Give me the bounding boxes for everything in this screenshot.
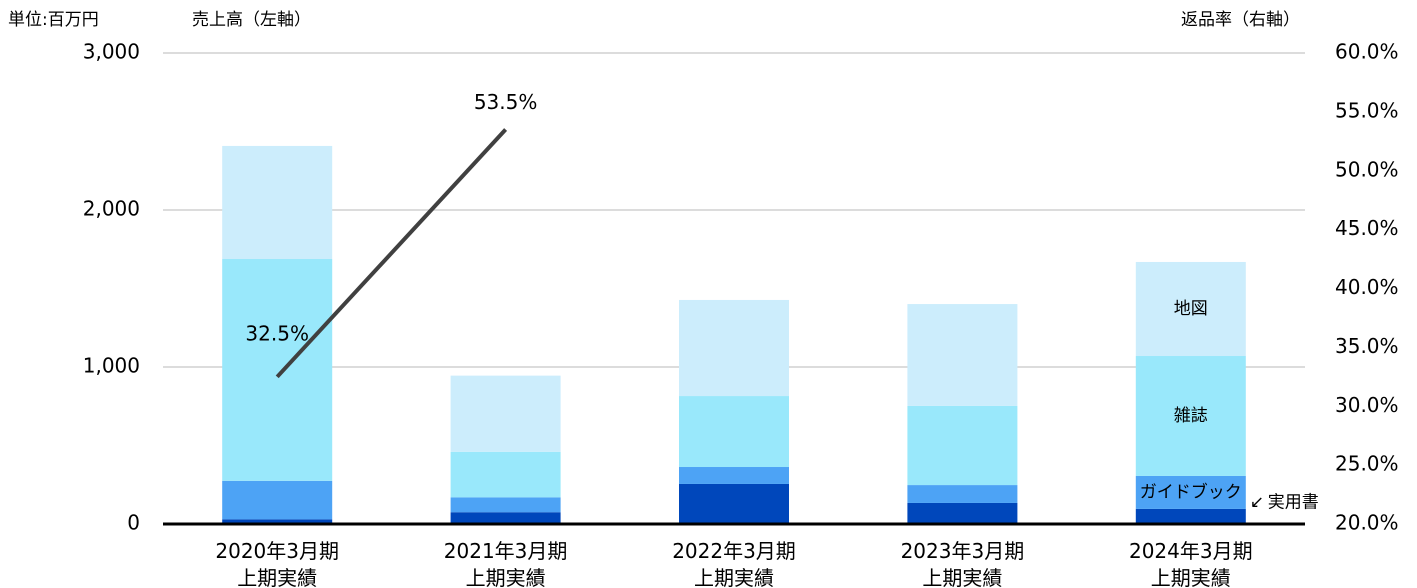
x-tick-line: 上期実績	[1151, 566, 1231, 588]
y2-tick-label: 25.0%	[1335, 452, 1399, 476]
bar-segment	[907, 502, 1018, 524]
x-tick-line: 上期実績	[237, 566, 317, 588]
y-tick-label: 1,000	[83, 354, 140, 378]
x-tick-label: 2023年3月期上期実績	[901, 539, 1025, 588]
bar-segment	[679, 467, 789, 484]
legend-label: 地図	[1174, 299, 1208, 319]
x-tick-line: 2020年3月期	[215, 539, 339, 563]
y2-tick-label: 20.0%	[1335, 511, 1399, 535]
x-tick-line: 2022年3月期	[672, 539, 796, 563]
y2-tick-label: 60.0%	[1335, 40, 1399, 64]
bar-segment	[907, 304, 1018, 406]
bar-segment	[222, 480, 333, 520]
x-tick-line: 2023年3月期	[901, 539, 1025, 563]
bar-segment	[907, 485, 1018, 503]
bar-segment	[450, 497, 561, 513]
y2-tick-label: 35.0%	[1335, 334, 1399, 358]
legend-label: ガイドブック	[1140, 481, 1242, 502]
x-tick-label: 2024年3月期上期実績	[1129, 539, 1253, 588]
legend-arrow: ↙	[1250, 492, 1264, 512]
x-tick-line: 2021年3月期	[444, 539, 568, 563]
y2-axis-label: 返品率（右軸）	[1181, 10, 1300, 30]
bar-segment	[679, 483, 789, 524]
bar-segment	[1135, 475, 1246, 509]
y2-tick-label: 30.0%	[1335, 393, 1399, 417]
bar-segment	[222, 145, 333, 259]
y2-tick-label: 55.0%	[1335, 98, 1399, 122]
x-tick-label: 2020年3月期上期実績	[215, 539, 339, 588]
bar-segment	[907, 405, 1018, 486]
bar-segment	[450, 451, 561, 498]
y-axis-label: 売上高（左軸）	[192, 10, 311, 30]
bar-segment	[1135, 356, 1246, 476]
x-tick-label: 2022年3月期上期実績	[672, 539, 796, 588]
y-tick-label: 3,000	[83, 40, 140, 64]
y2-tick-label: 50.0%	[1335, 157, 1399, 181]
x-tick-line: 上期実績	[922, 566, 1002, 588]
x-tick-line: 上期実績	[466, 566, 546, 588]
legend-label: 雑誌	[1174, 406, 1208, 426]
data-label: 32.5%	[245, 321, 309, 345]
x-tick-line: 2024年3月期	[1129, 539, 1253, 563]
bar-segment	[450, 375, 561, 452]
bar-segment	[222, 519, 333, 524]
bar-segment	[679, 396, 789, 468]
x-tick-line: 上期実績	[694, 566, 774, 588]
bar-segment	[679, 299, 789, 397]
y2-tick-label: 45.0%	[1335, 216, 1399, 240]
y2-tick-label: 40.0%	[1335, 275, 1399, 299]
bar-segment	[222, 258, 333, 481]
bar-segment	[1135, 261, 1246, 357]
x-tick-label: 2021年3月期上期実績	[444, 539, 568, 588]
unit-label: 単位:百万円	[8, 10, 99, 30]
y-tick-label: 2,000	[83, 197, 140, 221]
y-tick-label: 0	[127, 511, 140, 535]
bar-segment	[1135, 508, 1246, 524]
bar-segment	[450, 512, 561, 524]
line	[275, 128, 508, 379]
data-label: 53.5%	[474, 90, 538, 114]
legend-label: 実用書	[1268, 492, 1319, 512]
